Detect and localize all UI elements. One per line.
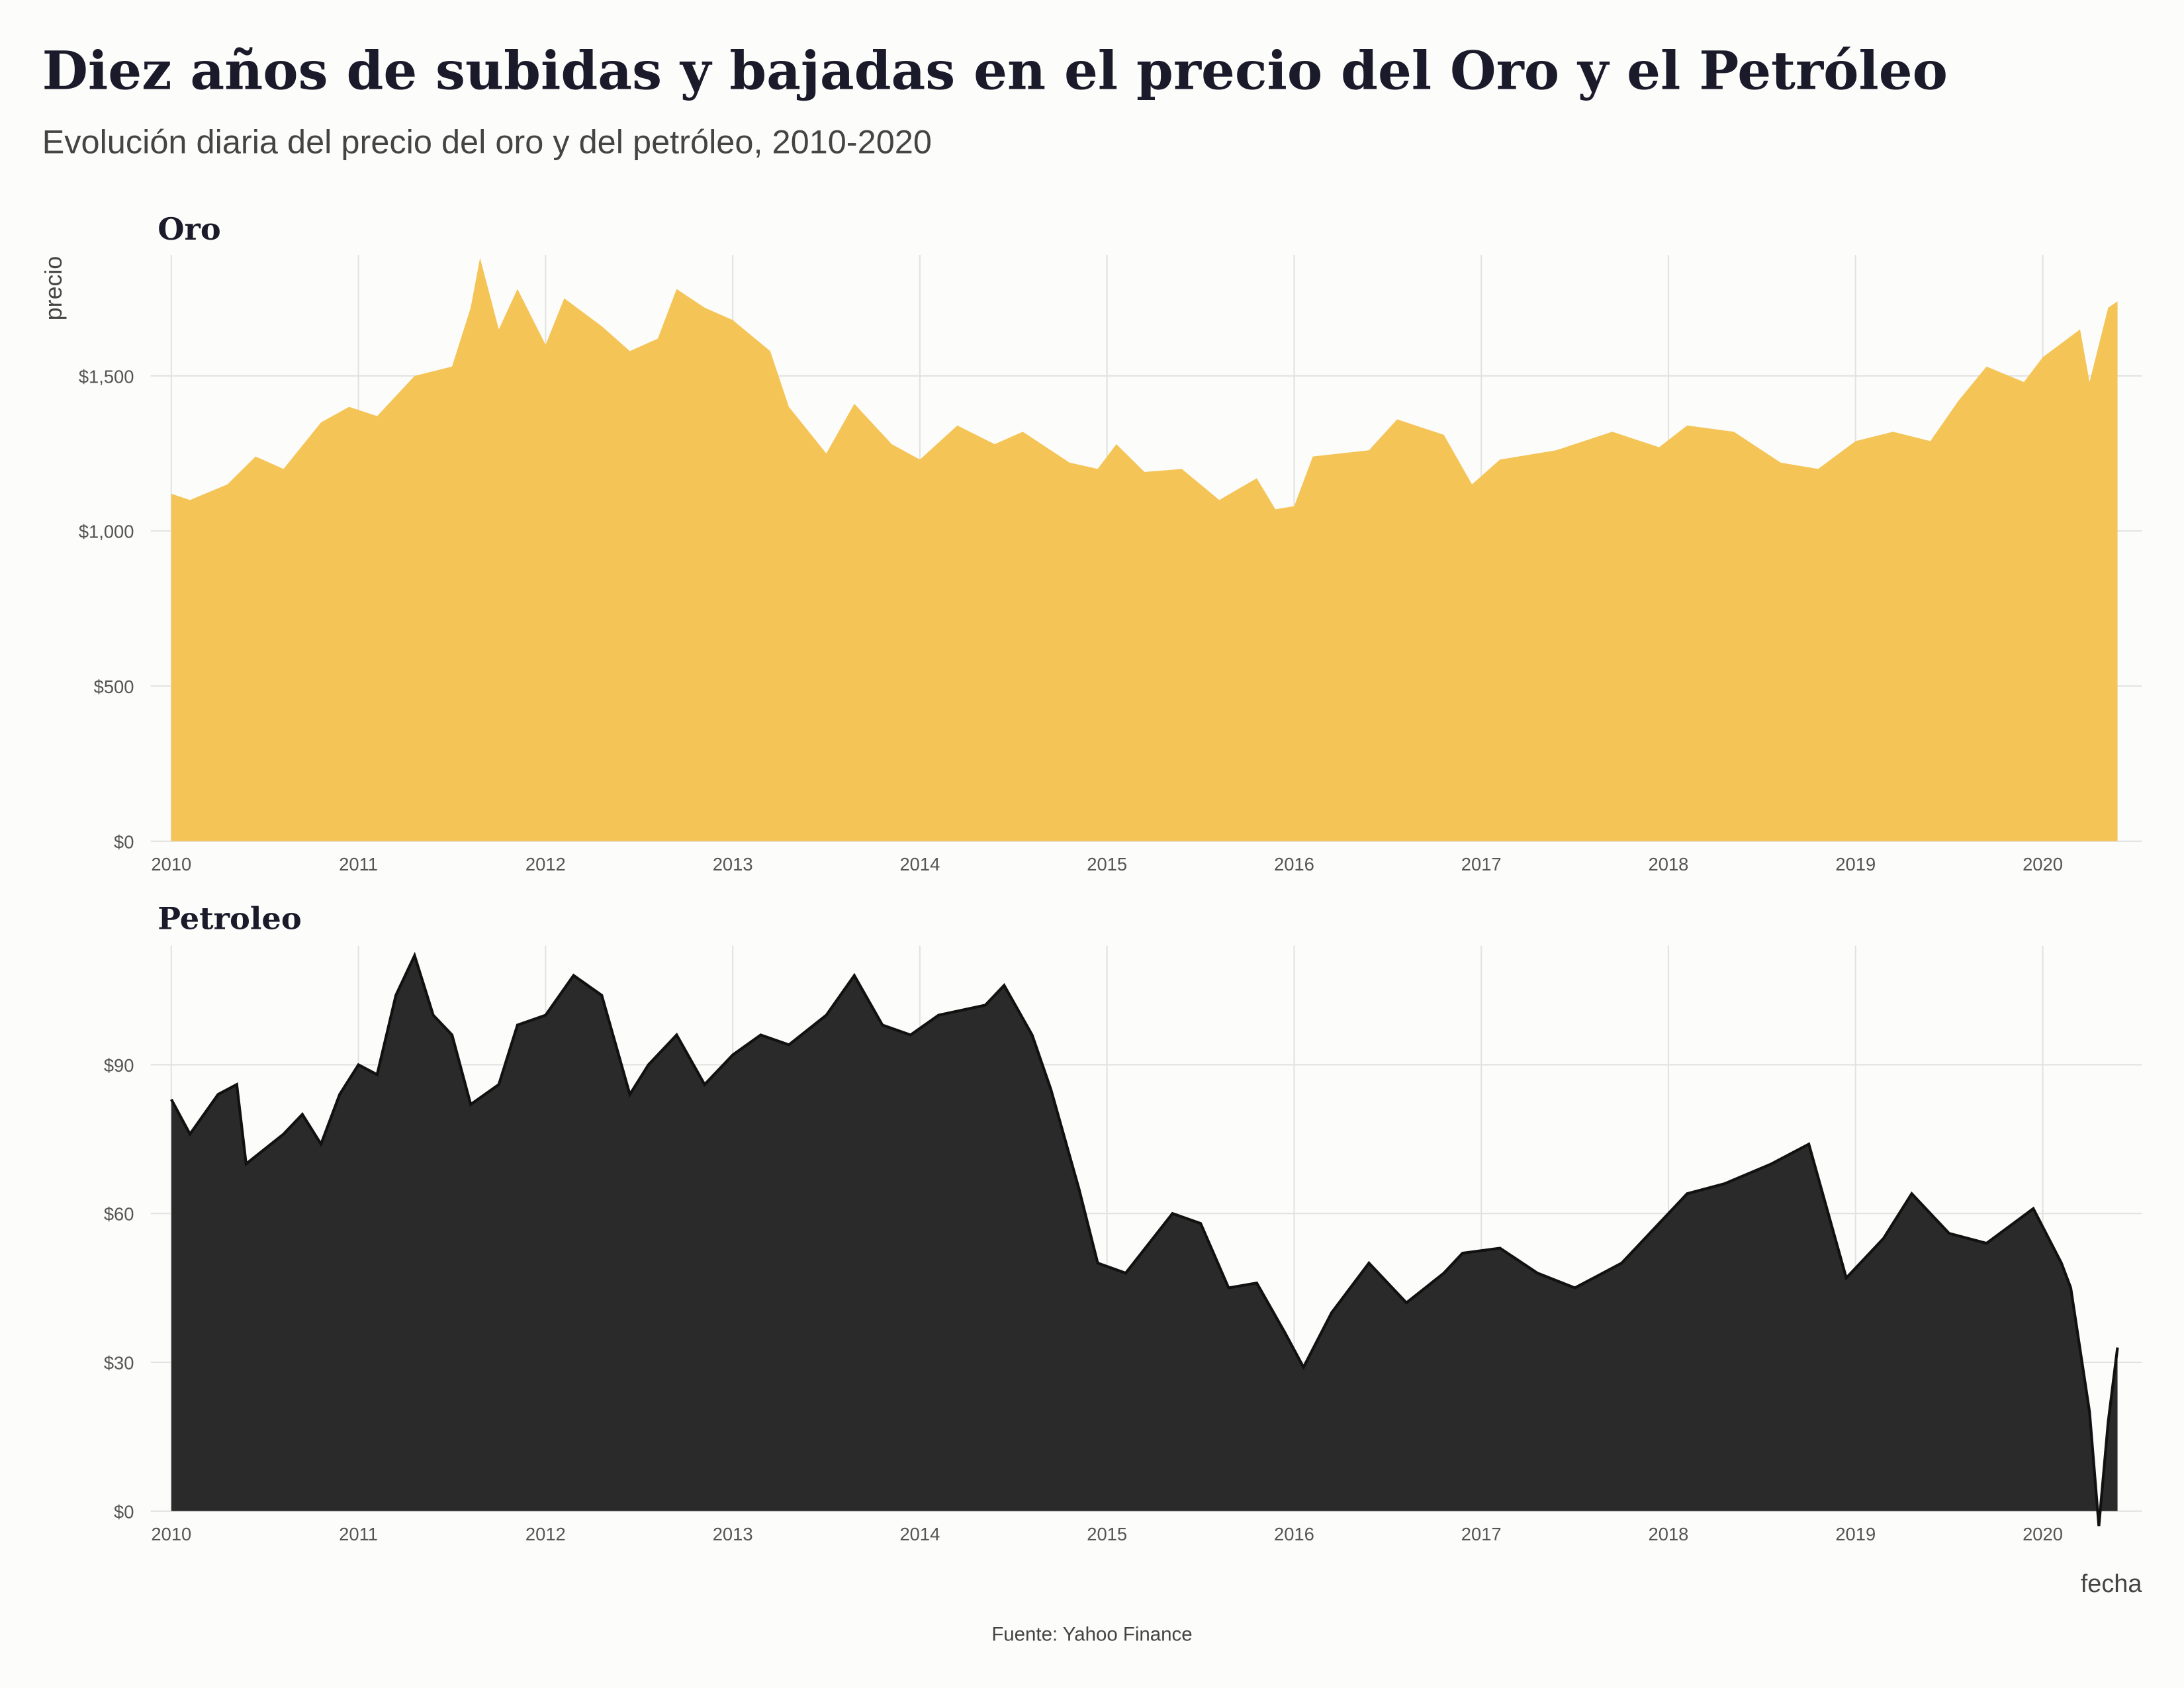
y-tick-label: $1,500 [79, 366, 134, 387]
area [171, 955, 2118, 1526]
y-tick-label: $60 [104, 1204, 134, 1225]
x-tick-label: 2012 [525, 854, 566, 874]
y-axis-label: precio [40, 256, 67, 320]
x-tick-label: 2015 [1087, 854, 1127, 874]
x-tick-label: 2011 [339, 1524, 378, 1544]
y-tick-label: $1,000 [79, 522, 134, 542]
y-tick-label: $90 [104, 1055, 134, 1076]
x-tick-label: 2020 [2023, 1524, 2063, 1544]
x-tick-label: 2016 [1274, 854, 1314, 874]
panel-title: Petroleo [158, 900, 301, 936]
x-tick-label: 2010 [151, 854, 191, 874]
y-tick-label: $30 [104, 1353, 134, 1374]
x-tick-label: 2018 [1649, 1524, 1689, 1544]
x-tick-label: 2014 [899, 854, 940, 874]
x-tick-label: 2013 [713, 1524, 753, 1544]
x-tick-label: 2019 [1835, 854, 1876, 874]
x-tick-label: 2018 [1649, 854, 1689, 874]
line [170, 951, 2119, 1526]
x-tick-label: 2014 [899, 1524, 940, 1544]
chart-subtitle: Evolución diaria del precio del oro y de… [42, 122, 932, 160]
panel-title: Oro [158, 211, 221, 247]
x-tick-label: 2011 [339, 854, 378, 874]
area [171, 258, 2118, 841]
caption: Fuente: Yahoo Finance [991, 1623, 1192, 1645]
x-tick-label: 2012 [525, 1524, 566, 1544]
x-tick-label: 2016 [1274, 1524, 1314, 1544]
x-axis-label: fecha [2081, 1570, 2143, 1598]
x-tick-label: 2015 [1087, 1524, 1127, 1544]
x-tick-label: 2019 [1835, 1524, 1876, 1544]
x-tick-label: 2013 [713, 854, 753, 874]
x-tick-label: 2017 [1461, 854, 1502, 874]
x-tick-label: 2017 [1461, 1524, 1502, 1544]
y-tick-label: $0 [114, 1501, 134, 1522]
x-tick-label: 2010 [151, 1524, 191, 1544]
y-tick-label: $500 [94, 677, 134, 697]
y-tick-label: $0 [114, 831, 134, 852]
chart-title: Diez años de subidas y bajadas en el pre… [42, 40, 1948, 102]
x-tick-label: 2020 [2023, 854, 2063, 874]
